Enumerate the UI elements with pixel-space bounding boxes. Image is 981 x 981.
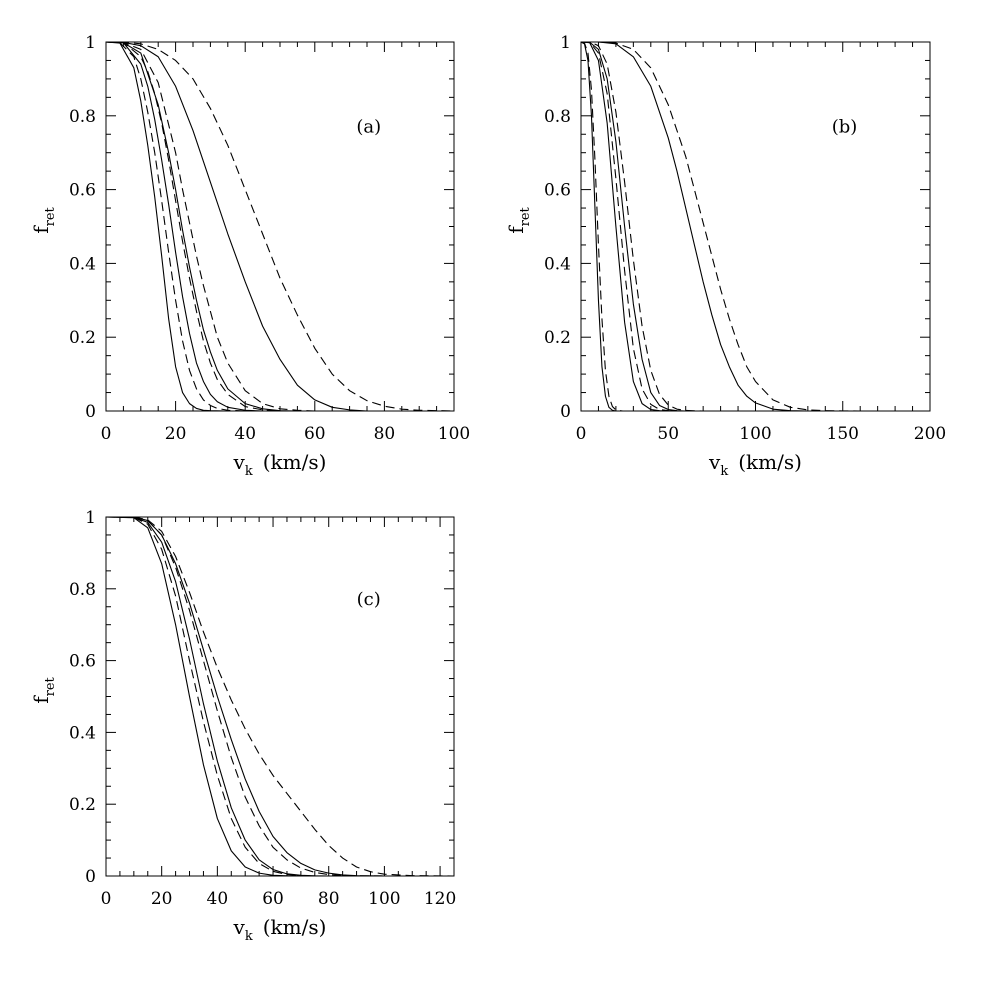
- panel-b-ylabel: fret: [504, 206, 533, 233]
- panel-a-xtick-label: 100: [438, 424, 470, 444]
- panel-a-label: (a): [356, 116, 381, 137]
- panel-c-xtick-label: 20: [151, 889, 173, 909]
- panel-b-xtick-label: 100: [739, 424, 771, 444]
- panel-a-ytick-label: 1: [85, 33, 96, 53]
- panel-c-ylabel: fret: [29, 676, 58, 703]
- panel-a-ytick-label: 0.6: [69, 181, 96, 201]
- panel-a-ytick-label: 0.2: [69, 328, 96, 348]
- panel-c-xlabel: vk (km/s): [233, 915, 327, 944]
- panel-b-series-2-dashed-line: [581, 42, 623, 411]
- panel-b-series-6-dashed-line: [581, 42, 704, 411]
- panel-b-xtick-label: 50: [657, 424, 679, 444]
- panel-b-series-8-dashed-line: [581, 42, 930, 411]
- panel-b-ytick-label: 0: [560, 402, 571, 422]
- panel-c-xtick-label: 0: [101, 889, 112, 909]
- panel-b-ticks: [580, 41, 931, 412]
- panel-a-xlabel-sub: k: [245, 464, 253, 479]
- panel-a-series-5-solid-line: [106, 42, 298, 411]
- panel-a-series-8-dashed-line: [106, 42, 454, 411]
- panel-a-series-3-solid-line: [106, 42, 263, 411]
- panel-c-xlabel-unit: (km/s): [263, 915, 327, 939]
- panel-a-xtick-label: 80: [374, 424, 396, 444]
- panel-b-curves: [581, 42, 930, 411]
- panel-b-ylabel-main: f: [504, 225, 528, 234]
- panel-c-ytick-label: 0.8: [69, 580, 96, 600]
- panel-c-ytick-label: 1: [85, 508, 96, 528]
- panel-a-series-6-dashed-line: [106, 42, 315, 411]
- panel-a-ytick-label: 0: [85, 402, 96, 422]
- panel-b-xtick-label: 0: [576, 424, 587, 444]
- panel-a-series-2-dashed-line: [106, 42, 246, 411]
- panel-c-ytick-label: 0.4: [69, 723, 96, 743]
- panel-c-xtick-label: 40: [207, 889, 229, 909]
- panel-c-xtick-label: 60: [262, 889, 284, 909]
- panel-c-xlabel-main: v: [233, 915, 246, 939]
- panel-c-series-6-dashed-line: [106, 517, 454, 876]
- panel-c-xlabel-sub: k: [245, 929, 253, 944]
- panel-c-series-4-dashed-line: [106, 517, 385, 876]
- panel-c-series-2-dashed-line: [106, 517, 315, 876]
- panel-c: 0 20 40 60 80 100 120 0 0.2 0.4 0.6 0.8 1 vk (km/s) fre…: [29, 508, 456, 944]
- panel-c-xtick-label: 100: [368, 889, 400, 909]
- panel-a-xlabel-unit: (km/s): [263, 450, 327, 474]
- panel-a-xtick-label: 20: [165, 424, 187, 444]
- panel-c-ylabel-main: f: [29, 695, 53, 704]
- panel-b-ytick-label: 1: [560, 33, 571, 53]
- panel-c-ticks: [105, 516, 455, 877]
- panel-a-series-7-solid-line: [106, 42, 368, 411]
- panel-c-ytick-label: 0: [85, 867, 96, 887]
- panel-b-label: (b): [832, 116, 858, 137]
- panel-a-ytick-label: 0.8: [69, 107, 96, 127]
- panel-a-ytick-label: 0.4: [69, 254, 96, 274]
- panel-c-series-3-solid-line: [106, 517, 329, 876]
- panel-a-ylabel: fret: [29, 206, 58, 233]
- panel-a: 0 20 40 60 80 100 0 0.2 0.4 0.6 0.8 1 vk (km/s) fret (a…: [29, 33, 470, 479]
- panel-c-series-5-solid-line: [106, 517, 385, 876]
- panel-c-curves: [106, 517, 454, 876]
- panel-c-xtick-label: 120: [424, 889, 456, 909]
- panel-b-xlabel-sub: k: [720, 464, 728, 479]
- panel-a-ylabel-main: f: [29, 225, 53, 234]
- panel-a-xtick-label: 0: [101, 424, 112, 444]
- panel-c-frame: [105, 516, 455, 877]
- panel-b-series-4-dashed-line: [581, 42, 678, 411]
- panel-a-xtick-label: 60: [304, 424, 326, 444]
- panel-a-curves: [106, 42, 454, 411]
- panel-b-xtick-label: 150: [827, 424, 859, 444]
- panel-b-ytick-label: 0.6: [544, 181, 571, 201]
- panel-a-xtick-label: 40: [234, 424, 256, 444]
- panel-c-ylabel-sub: ret: [43, 676, 58, 696]
- panel-b-xlabel-main: v: [708, 450, 721, 474]
- panel-b-xlabel-unit: (km/s): [738, 450, 802, 474]
- panel-b-xlabel: vk (km/s): [708, 450, 802, 479]
- panel-b-ytick-label: 0.4: [544, 254, 571, 274]
- panel-b-ylabel-sub: ret: [518, 206, 533, 226]
- panel-b-frame: [580, 41, 931, 412]
- panel-a-xlabel: vk (km/s): [233, 450, 327, 479]
- panel-c-series-1-solid-line: [106, 517, 301, 876]
- panel-a-ylabel-sub: ret: [43, 206, 58, 226]
- panel-b-series-7-solid-line: [581, 42, 808, 411]
- panel-c-label: (c): [357, 589, 381, 610]
- panel-a-xlabel-main: v: [233, 450, 246, 474]
- panel-b-series-5-solid-line: [581, 42, 686, 411]
- panel-b-series-3-solid-line: [581, 42, 669, 411]
- panel-b-xtick-label: 200: [914, 424, 946, 444]
- panel-b-series-1-solid-line: [581, 42, 617, 411]
- panel-c-ytick-label: 0.6: [69, 652, 96, 672]
- panel-a-series-1-solid-line: [106, 42, 228, 411]
- panel-b-ytick-label: 0.8: [544, 107, 571, 127]
- panel-c-xtick-label: 80: [318, 889, 340, 909]
- panel-c-ytick-label: 0.2: [69, 795, 96, 815]
- panel-b-ytick-label: 0.2: [544, 328, 571, 348]
- panel-b: 0 50 100 150 200 0 0.2 0.4 0.6 0.8 1 vk (km/s) fret (b…: [504, 33, 946, 479]
- panel-a-series-4-dashed-line: [106, 42, 281, 411]
